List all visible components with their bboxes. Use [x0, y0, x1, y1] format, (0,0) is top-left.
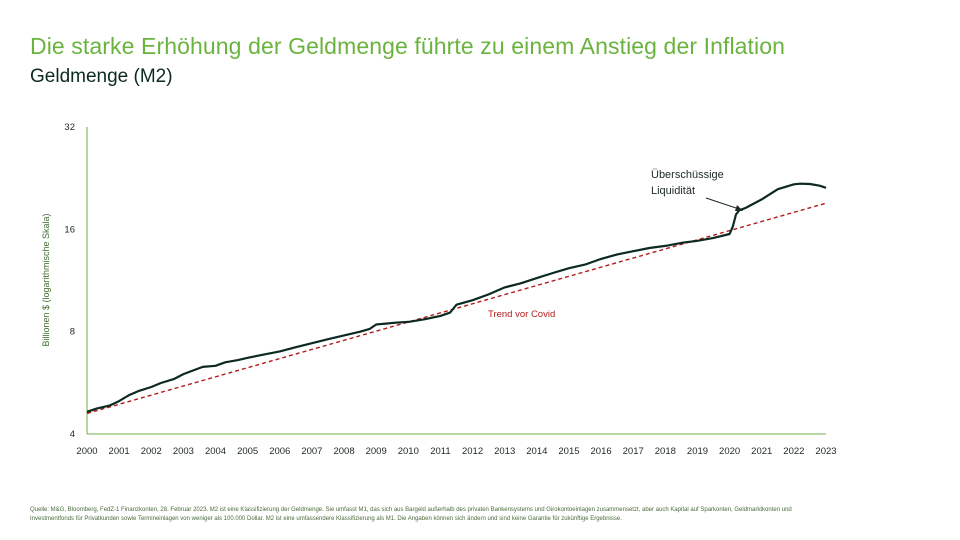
- x-tick-label: 2012: [462, 446, 483, 457]
- x-tick-label: 2003: [173, 446, 194, 457]
- x-tick-label: 2013: [494, 446, 515, 457]
- annotation-arrow: [705, 197, 740, 210]
- x-tick-label: 2020: [719, 446, 740, 457]
- x-tick-label: 2005: [237, 446, 258, 457]
- x-tick-label: 2016: [591, 446, 612, 457]
- x-tick-label: 2010: [398, 446, 419, 457]
- x-tick-label: 2008: [333, 446, 354, 457]
- trend-line: [86, 202, 827, 415]
- x-tick-label: 2018: [655, 446, 676, 457]
- x-tick-label: 2014: [526, 446, 547, 457]
- y-tick-label: 16: [64, 224, 75, 235]
- annotation-arrowhead: [735, 205, 743, 211]
- x-tick-label: 2000: [76, 446, 97, 457]
- y-tick-label: 8: [70, 327, 75, 338]
- trend-label: Trend vor Covid: [488, 309, 555, 320]
- x-tick-label: 2009: [366, 446, 387, 457]
- excess-liquidity-label-line2: Liquidität: [651, 185, 695, 197]
- x-tick-label: 2011: [430, 446, 450, 457]
- x-tick-label: 2001: [109, 446, 130, 457]
- x-tick-label: 2023: [815, 446, 836, 457]
- x-tick-label: 2022: [783, 446, 804, 457]
- source-note: Quelle: M&G, Bloomberg, FedZ-1 Finanzkon…: [30, 507, 792, 522]
- x-tick-label: 2015: [558, 446, 579, 457]
- y-tick-group: 4 8 16 32: [64, 122, 75, 440]
- chart-title: Die starke Erhöhung der Geldmenge führte…: [30, 33, 786, 59]
- x-tick-label: 2002: [141, 446, 162, 457]
- x-tick-group: 2000 2001 2002 2003 2004 2005 2006 2007 2008 2009…: [76, 446, 836, 457]
- y-tick-label: 32: [64, 122, 75, 133]
- y-axis-label: Billionen $ (logarithmische Skala): [41, 213, 51, 346]
- m2-series-line: [86, 182, 827, 413]
- x-tick-label: 2019: [687, 446, 708, 457]
- chart-subtitle: Geldmenge (M2): [30, 66, 173, 87]
- x-tick-label: 2004: [205, 446, 226, 457]
- excess-liquidity-label-line1: Überschüssige: [651, 169, 724, 181]
- x-tick-label: 2017: [623, 446, 644, 457]
- x-tick-label: 2007: [301, 446, 322, 457]
- y-tick-label: 4: [70, 429, 75, 440]
- x-tick-label: 2021: [751, 446, 772, 457]
- x-tick-label: 2006: [269, 446, 290, 457]
